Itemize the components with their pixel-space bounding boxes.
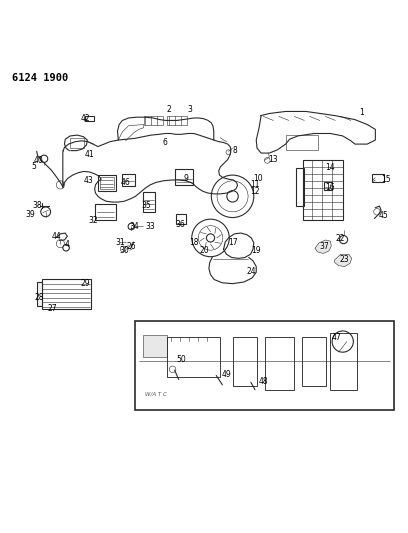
Text: 12: 12	[251, 187, 260, 196]
Text: 45: 45	[379, 212, 388, 221]
Bar	[135, 321, 394, 410]
Text: 41: 41	[84, 150, 94, 159]
Bar	[167, 337, 220, 377]
Bar	[122, 174, 135, 185]
Text: 13: 13	[268, 155, 277, 164]
Bar	[143, 335, 167, 357]
Text: 20: 20	[199, 246, 209, 255]
Text: 40: 40	[34, 156, 44, 165]
Bar	[70, 138, 84, 148]
Text: 19: 19	[251, 246, 261, 255]
Text: 22: 22	[336, 235, 346, 243]
Text: 35: 35	[141, 201, 151, 210]
Text: 2: 2	[167, 104, 172, 114]
Bar	[85, 116, 94, 121]
Text: 48: 48	[258, 377, 268, 386]
Text: 6124 1900: 6124 1900	[12, 72, 69, 83]
Bar	[42, 279, 91, 309]
Text: 36: 36	[176, 220, 186, 229]
Bar	[330, 333, 357, 390]
Polygon shape	[335, 254, 352, 266]
Text: 29: 29	[81, 279, 91, 288]
Text: 47: 47	[332, 333, 341, 342]
Text: 38: 38	[33, 201, 42, 210]
Bar	[372, 174, 384, 182]
Text: 10: 10	[253, 174, 263, 183]
Bar	[100, 177, 114, 189]
Text: 8: 8	[232, 146, 237, 155]
Text: 28: 28	[34, 293, 44, 302]
Bar	[303, 159, 343, 220]
Bar	[167, 116, 187, 125]
Bar	[143, 192, 155, 212]
Bar	[302, 337, 326, 386]
Text: 26: 26	[127, 243, 137, 252]
Text: 32: 32	[88, 216, 98, 225]
Bar	[144, 116, 163, 125]
Text: 4: 4	[65, 239, 70, 248]
Text: 11: 11	[251, 180, 260, 189]
Text: 46: 46	[121, 179, 131, 188]
Text: 50: 50	[176, 355, 186, 364]
Bar	[265, 337, 294, 390]
Text: 6: 6	[163, 138, 168, 147]
Text: 24: 24	[246, 267, 256, 276]
Text: 9: 9	[183, 174, 188, 183]
Text: 37: 37	[319, 243, 329, 252]
Text: 27: 27	[47, 304, 57, 313]
Text: 34: 34	[130, 222, 140, 231]
Text: 5: 5	[31, 162, 36, 171]
Text: 16: 16	[325, 183, 335, 192]
Text: 3: 3	[187, 104, 192, 114]
Text: 18: 18	[189, 238, 199, 247]
Text: W/A T C: W/A T C	[145, 391, 167, 396]
Bar	[175, 169, 193, 185]
Text: 1: 1	[359, 108, 364, 117]
Bar	[286, 135, 318, 150]
Text: 17: 17	[228, 238, 237, 247]
Text: 33: 33	[145, 222, 155, 231]
Bar	[296, 168, 304, 206]
Polygon shape	[315, 240, 331, 254]
Bar	[98, 175, 116, 191]
Text: 23: 23	[340, 255, 350, 264]
Text: 42: 42	[81, 114, 91, 123]
Bar	[233, 337, 257, 386]
Text: 43: 43	[84, 175, 94, 184]
Text: 15: 15	[381, 175, 390, 184]
Text: 44: 44	[51, 232, 61, 241]
Bar	[324, 182, 332, 190]
Text: 39: 39	[26, 210, 35, 219]
Bar	[176, 214, 186, 224]
Text: 30: 30	[120, 246, 129, 255]
Text: 31: 31	[115, 238, 125, 247]
Bar	[37, 282, 42, 306]
Text: 14: 14	[325, 163, 335, 172]
Bar	[95, 204, 116, 220]
Text: 49: 49	[222, 370, 231, 379]
